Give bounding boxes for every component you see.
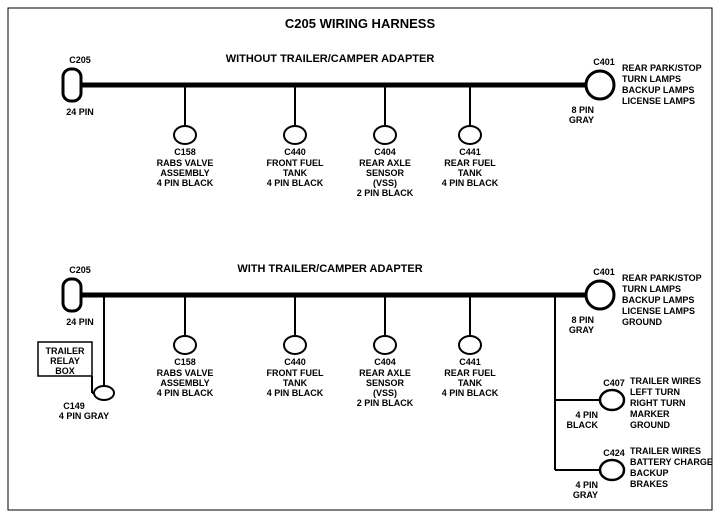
svg-text:C424: C424 (603, 448, 625, 458)
svg-text:REAR FUEL: REAR FUEL (444, 368, 496, 378)
connector-C149 (94, 386, 114, 400)
svg-text:BOX: BOX (55, 366, 75, 376)
svg-text:MARKER: MARKER (630, 409, 670, 419)
connector-C440 (284, 126, 306, 144)
svg-text:GROUND: GROUND (630, 420, 670, 430)
svg-text:4 PIN BLACK: 4 PIN BLACK (267, 178, 324, 188)
svg-text:4 PIN BLACK: 4 PIN BLACK (442, 178, 499, 188)
svg-text:REAR PARK/STOP: REAR PARK/STOP (622, 273, 702, 283)
svg-text:REAR FUEL: REAR FUEL (444, 158, 496, 168)
connector-label: C440 (284, 357, 306, 367)
svg-text:RIGHT TURN: RIGHT TURN (630, 398, 686, 408)
svg-text:LICENSE LAMPS: LICENSE LAMPS (622, 306, 695, 316)
svg-text:4 PIN BLACK: 4 PIN BLACK (267, 388, 324, 398)
svg-text:LEFT TURN: LEFT TURN (630, 387, 680, 397)
svg-text:TANK: TANK (458, 168, 483, 178)
connector-C158 (174, 126, 196, 144)
svg-text:24 PIN: 24 PIN (66, 107, 94, 117)
svg-text:RELAY: RELAY (50, 356, 80, 366)
svg-text:BACKUP LAMPS: BACKUP LAMPS (622, 295, 694, 305)
svg-text:C205: C205 (69, 55, 91, 65)
svg-text:4 PIN BLACK: 4 PIN BLACK (442, 388, 499, 398)
svg-text:8 PIN: 8 PIN (571, 105, 594, 115)
svg-text:RABS VALVE: RABS VALVE (157, 158, 214, 168)
section2-subtitle: WITH TRAILER/CAMPER ADAPTER (237, 263, 422, 275)
svg-text:LICENSE LAMPS: LICENSE LAMPS (622, 96, 695, 106)
svg-text:4 PIN GRAY: 4 PIN GRAY (59, 411, 109, 421)
svg-text:C407: C407 (603, 378, 625, 388)
svg-text:SENSOR: SENSOR (366, 168, 405, 178)
page-title: C205 WIRING HARNESS (285, 16, 436, 31)
svg-text:C149: C149 (63, 401, 85, 411)
connector-C205 (63, 69, 81, 101)
svg-text:C205: C205 (69, 265, 91, 275)
connector-C404 (374, 126, 396, 144)
svg-text:FRONT FUEL: FRONT FUEL (267, 158, 324, 168)
svg-text:BRAKES: BRAKES (630, 479, 668, 489)
connector-label: C404 (374, 357, 396, 367)
svg-text:4 PIN: 4 PIN (575, 410, 598, 420)
connector-label: C404 (374, 147, 396, 157)
svg-text:24 PIN: 24 PIN (66, 317, 94, 327)
svg-text:4 PIN: 4 PIN (575, 480, 598, 490)
svg-text:GRAY: GRAY (569, 115, 594, 125)
svg-text:GRAY: GRAY (569, 325, 594, 335)
svg-text:2 PIN BLACK: 2 PIN BLACK (357, 398, 414, 408)
svg-text:(VSS): (VSS) (373, 388, 397, 398)
svg-text:BACKUP: BACKUP (630, 468, 669, 478)
svg-text:REAR AXLE: REAR AXLE (359, 158, 411, 168)
svg-text:BATTERY CHARGE: BATTERY CHARGE (630, 457, 713, 467)
svg-text:TURN LAMPS: TURN LAMPS (622, 74, 681, 84)
connector-C424 (600, 460, 624, 480)
section1-subtitle: WITHOUT TRAILER/CAMPER ADAPTER (226, 53, 435, 65)
connector-C205 (63, 279, 81, 311)
svg-text:TRAILER: TRAILER (46, 346, 85, 356)
svg-text:TRAILER WIRES: TRAILER WIRES (630, 446, 701, 456)
svg-text:REAR AXLE: REAR AXLE (359, 368, 411, 378)
svg-text:ASSEMBLY: ASSEMBLY (160, 168, 209, 178)
connector-C404 (374, 336, 396, 354)
svg-text:SENSOR: SENSOR (366, 378, 405, 388)
svg-text:TANK: TANK (283, 168, 308, 178)
svg-text:TANK: TANK (283, 378, 308, 388)
connector-C158 (174, 336, 196, 354)
svg-text:REAR PARK/STOP: REAR PARK/STOP (622, 63, 702, 73)
connector-label: C158 (174, 357, 196, 367)
svg-text:BACKUP LAMPS: BACKUP LAMPS (622, 85, 694, 95)
svg-text:BLACK: BLACK (567, 420, 599, 430)
svg-text:(VSS): (VSS) (373, 178, 397, 188)
svg-text:4 PIN BLACK: 4 PIN BLACK (157, 388, 214, 398)
svg-text:TURN LAMPS: TURN LAMPS (622, 284, 681, 294)
connector-C401 (586, 281, 614, 309)
connector-label: C440 (284, 147, 306, 157)
connector-label: C441 (459, 147, 481, 157)
connector-C440 (284, 336, 306, 354)
svg-text:TRAILER WIRES: TRAILER WIRES (630, 376, 701, 386)
svg-text:4 PIN BLACK: 4 PIN BLACK (157, 178, 214, 188)
svg-text:ASSEMBLY: ASSEMBLY (160, 378, 209, 388)
svg-text:GROUND: GROUND (622, 317, 662, 327)
svg-text:FRONT FUEL: FRONT FUEL (267, 368, 324, 378)
connector-C441 (459, 126, 481, 144)
connector-label: C158 (174, 147, 196, 157)
svg-text:C401: C401 (593, 57, 615, 67)
svg-text:8 PIN: 8 PIN (571, 315, 594, 325)
svg-text:GRAY: GRAY (573, 490, 598, 500)
connector-C441 (459, 336, 481, 354)
svg-text:C401: C401 (593, 267, 615, 277)
connector-C401 (586, 71, 614, 99)
connector-C407 (600, 390, 624, 410)
svg-text:RABS VALVE: RABS VALVE (157, 368, 214, 378)
svg-text:TANK: TANK (458, 378, 483, 388)
connector-label: C441 (459, 357, 481, 367)
svg-text:2 PIN BLACK: 2 PIN BLACK (357, 188, 414, 198)
